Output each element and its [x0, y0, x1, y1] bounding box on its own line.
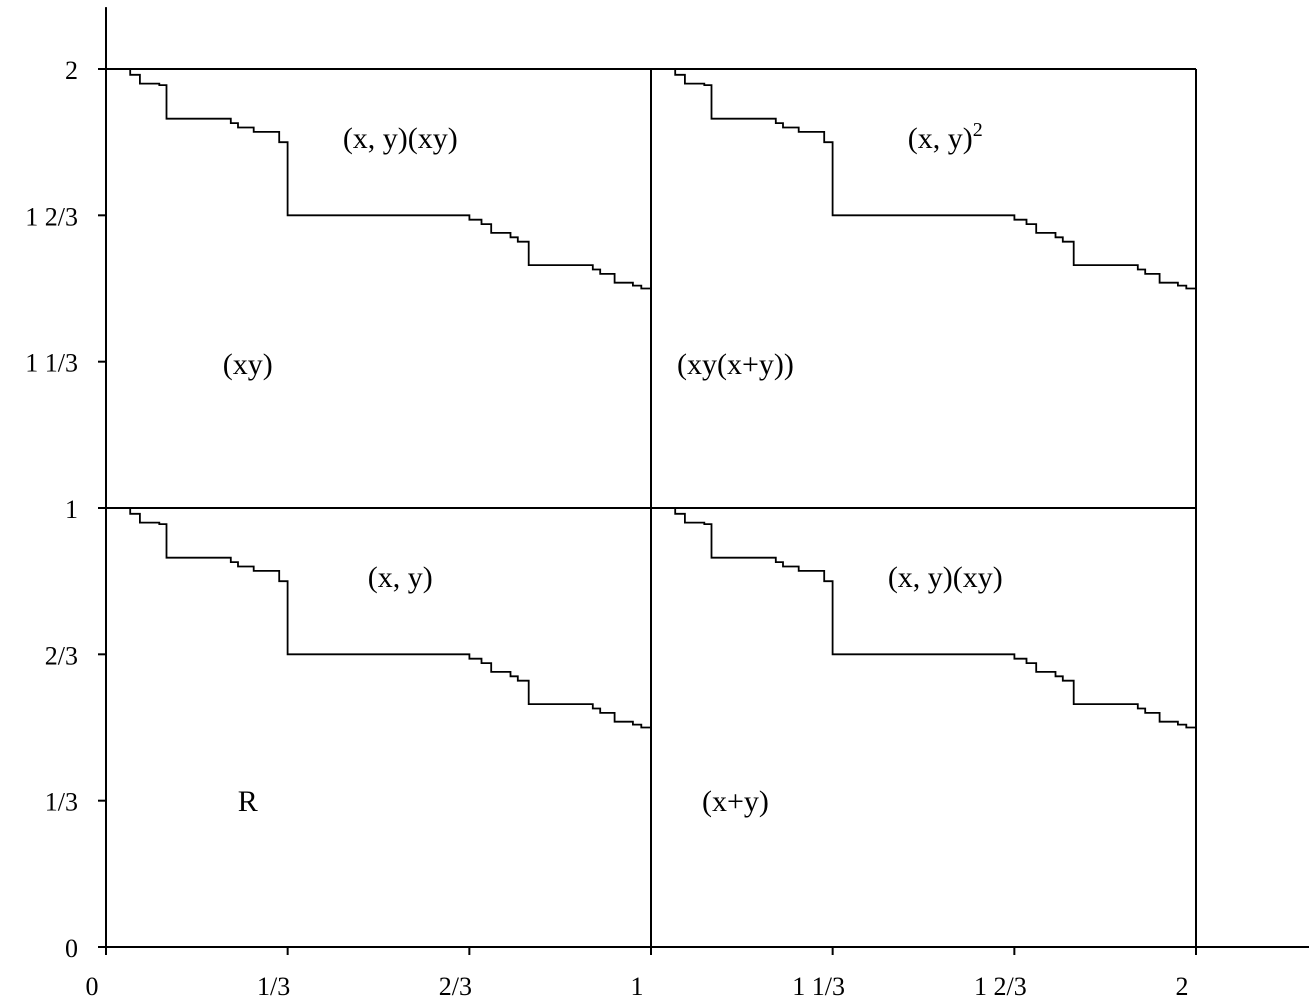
axes: [98, 7, 1309, 955]
tick-labels: 0 1/3 2/3 1 1 1/3 1 2/3 2 0 1/3 2/3 1 1 1/3 1 2/3 2: [25, 56, 1188, 1001]
staircase-curve-3: [651, 507, 1196, 729]
staircase-curve-1: [651, 68, 1196, 290]
x-tick-label: 1 2/3: [974, 972, 1027, 1001]
y-tick-label: 1 1/3: [25, 349, 78, 378]
x-tick-label: 1 1/3: [792, 972, 845, 1001]
y-tick-label: 2/3: [45, 641, 78, 670]
region-label: (x, y)(xy): [343, 122, 458, 155]
x-tick-label: 2: [1176, 972, 1189, 1001]
y-tick-label: 1/3: [45, 788, 78, 817]
x-tick-label: 1/3: [257, 972, 290, 1001]
staircase-curve-2: [106, 507, 651, 729]
x-tick-label: 1: [631, 972, 644, 1001]
region-label: (x+y): [702, 785, 769, 818]
staircase-curves: [106, 68, 1196, 729]
x-tick-label: 0: [86, 972, 99, 1001]
region-label: (x, y)2: [908, 119, 983, 155]
staircase-curve-0: [106, 68, 651, 290]
region-label: (xy): [223, 348, 273, 381]
y-tick-label: 0: [65, 934, 78, 963]
y-tick-label: 1 2/3: [25, 202, 78, 231]
region-label: (x, y)(xy): [888, 561, 1003, 594]
region-labels: (x, y)(xy) (x, y)2 (xy) (xy(x+y)) (x, y) (x, …: [223, 119, 1003, 818]
x-tick-label: 2/3: [439, 972, 472, 1001]
superscript: 2: [973, 119, 983, 141]
y-tick-label: 1: [65, 495, 78, 524]
y-tick-label: 2: [65, 56, 78, 85]
region-label: (x, y): [368, 561, 433, 594]
region-label: (xy(x+y)): [677, 348, 794, 381]
region-label: R: [238, 785, 258, 818]
